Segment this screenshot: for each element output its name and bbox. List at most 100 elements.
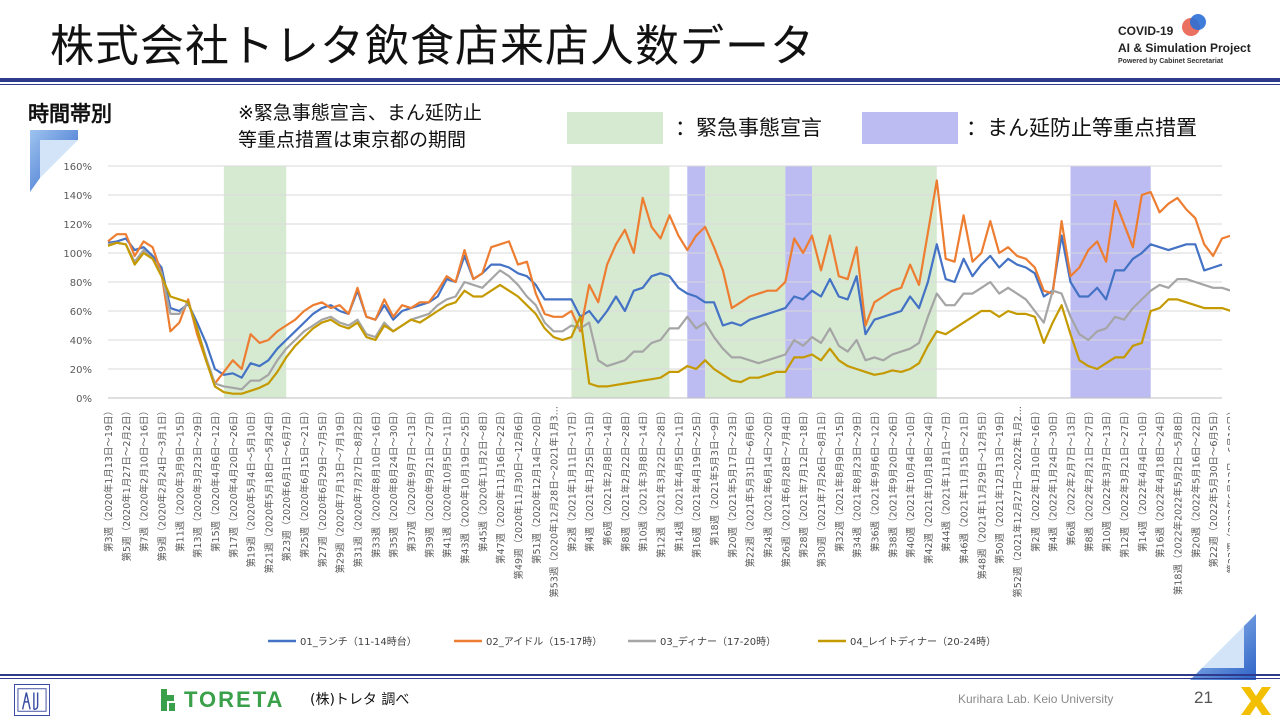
y-tick-label: 40%: [70, 336, 92, 347]
lab-credit: Kurihara Lab. Keio University: [958, 692, 1114, 706]
x-tick-label: 第10週（2022年3月7日～13日）: [1101, 406, 1113, 552]
x-tick-label: 第50週（2021年12月13日～19日）: [994, 406, 1006, 564]
y-grid: [108, 165, 1222, 399]
x-tick-label: 第8週（2021年2月22日～28日）: [620, 406, 632, 552]
x-tick-label: 第34週（2021年8月23日～29日）: [852, 406, 864, 558]
keio-lab-logo: [14, 684, 50, 716]
legend-label: 01_ランチ（11-14時台）: [300, 635, 417, 648]
x-tick-label: 第13週（2020年3月23日～29日）: [192, 406, 204, 558]
toreta-mark-icon: [161, 689, 175, 711]
x-axis-labels: 第3週（2020年1月13日～19日） 第5週（2020年1月27日～2月2日） 第…: [103, 406, 1230, 598]
x-tick-label: 第24週（2021年6月14日～20日）: [762, 406, 774, 558]
page-number: 21: [1194, 688, 1213, 707]
x-tick-label: 第20週（2022年5月16日～22日）: [1190, 406, 1202, 558]
period-note: ※緊急事態宣言、まん延防止 等重点措置は東京都の期間: [238, 100, 482, 154]
x-tick-label: 第6週（2022年2月7日～13日）: [1065, 406, 1077, 546]
x-tick-label: 第16週（2021年4月19日～25日）: [691, 406, 703, 558]
data-source: (株)トレタ 調べ: [310, 692, 410, 708]
visits-line-chart: 0% 20% 40% 60% 80% 100% 120% 140% 160% 第3週（2020年…: [63, 162, 1230, 648]
x-tick-label: 第4週（2022年1月24日～30日）: [1048, 406, 1060, 552]
x-tick-label: 第38週（2021年9月20日～26日）: [887, 406, 899, 558]
legend-label: 03_ディナー（17-20時）: [660, 635, 776, 648]
x-tick-label: 第45週（2020年11月2日～8日）: [477, 406, 489, 552]
y-tick-label: 20%: [70, 365, 92, 376]
y-axis-labels: 0% 20% 40% 60% 80% 100% 120% 140% 160%: [63, 162, 92, 405]
footer-rule-thin: [0, 678, 1280, 679]
x-tick-label: 第12週（2021年3月22日～28日）: [656, 406, 668, 558]
x-tick-label: 第23週（2022年6月13日～6月19日）: [1226, 406, 1230, 574]
x-tick-label: 第27週（2020年6月29日～7月5日）: [317, 406, 329, 568]
x-tick-label: 第48週（2021年11月29日～12月5日）: [976, 406, 988, 580]
x-tick-label: 第41週（2020年10月5日～11日）: [442, 406, 454, 558]
x-tick-label: 第47週（2020年11月16日～22日）: [495, 406, 507, 564]
x-tick-label: 第43週（2020年10月19日～25日）: [459, 406, 471, 564]
x-tick-label: 第14週（2022年4月4日～10日）: [1137, 406, 1149, 552]
x-tick-label: 第33週（2020年8月10日～16日）: [370, 406, 382, 558]
x-tick-label: 第39週（2020年9月21日～27日）: [424, 406, 436, 558]
x-tick-label: 第35週（2020年8月24日～30日）: [388, 406, 400, 558]
section-subtitle: 時間帯別: [28, 102, 112, 126]
footer-rule: [0, 674, 1280, 676]
logo-line-2: AI & Simulation Project: [1118, 41, 1251, 55]
x-tick-label: 第53週（2020年12月28日～2021年1月3…: [549, 406, 561, 598]
x-tick-label: 第21週（2020年5月18日～5月24日）: [263, 406, 275, 574]
y-tick-label: 100%: [63, 249, 92, 260]
corner-decoration-icon: [30, 130, 78, 192]
x-tick-label: 第18週（2022年2022年5月2日～5月8日）: [1172, 406, 1184, 595]
y-tick-label: 0%: [76, 394, 92, 405]
emergency-legend-label: ：緊急事態宣言: [675, 116, 822, 140]
yellow-x-logo-icon: [1241, 687, 1271, 715]
x-tick-label: 第7週（2020年2月10日～16日）: [139, 406, 151, 552]
y-tick-label: 160%: [63, 162, 92, 173]
x-tick-label: 第16週（2022年4月18日～24日）: [1155, 406, 1167, 558]
x-tick-label: 第52週（2021年12月27日～2022年1月2…: [1012, 406, 1024, 598]
covid-project-logo: COVID-19 AI & Simulation Project Powered…: [1118, 14, 1278, 72]
x-tick-label: 第42週（2021年10月18日～24日）: [923, 406, 935, 564]
period-note-line1: ※緊急事態宣言、まん延防止: [238, 102, 482, 124]
x-tick-label: 第19週（2020年5月4日～5月10日）: [246, 406, 258, 568]
x-tick-label: 第22週（2022年5月30日～6月5日）: [1208, 406, 1220, 568]
x-tick-label: 第14週（2021年4月5日～11日）: [673, 406, 685, 552]
x-tick-label: 第4週（2021年1月25日～31日）: [584, 406, 596, 552]
semi-emergency-legend-label: ：まん延防止等重点措置: [966, 116, 1197, 140]
x-tick-label: 第10週（2021年3月8日～14日）: [638, 406, 650, 552]
emergency-legend-swatch: [567, 112, 663, 144]
x-tick-label: 第15週（2020年4月6日～12日）: [210, 406, 222, 552]
legend-label: 02_アイドル（15-17時）: [486, 636, 602, 648]
x-tick-label: 第32週（2021年8月9日～15日）: [834, 406, 846, 552]
x-tick-label: 第5週（2020年1月27日～2月2日）: [121, 406, 133, 561]
x-tick-label: 第11週（2020年3月9日～15日）: [174, 406, 186, 552]
y-tick-label: 140%: [63, 191, 92, 202]
title-rule: [0, 78, 1280, 82]
logo-line-1: COVID-19: [1118, 24, 1174, 38]
x-tick-label: 第49週（2020年11月30日～12月6日）: [513, 406, 525, 580]
series-legend: 01_ランチ（11-14時台） 02_アイドル（15-17時） 03_ディナー（17…: [268, 635, 996, 648]
x-tick-label: 第6週（2021年2月8日～14日）: [602, 406, 614, 546]
x-tick-label: 第2週（2022年1月10日～16日）: [1030, 406, 1042, 552]
corner-decoration-br-icon: [1190, 614, 1256, 680]
x-tick-label: 第29週（2020年7月13日～7月19日）: [335, 406, 347, 574]
x-tick-label: 第12週（2022年3月21日～27日）: [1119, 406, 1131, 558]
x-tick-label: 第26週（2021年6月28日～7月4日）: [780, 406, 792, 568]
y-tick-label: 120%: [63, 220, 92, 231]
x-tick-label: 第46週（2021年11月15日～21日）: [959, 406, 971, 564]
x-tick-label: 第23週（2020年6月1日～6月7日）: [281, 406, 293, 561]
series-line-2: [107, 179, 1230, 385]
semi-emergency-legend-swatch: [862, 112, 958, 144]
x-tick-label: 第22週（2021年5月31日～6月6日）: [745, 406, 757, 568]
x-tick-label: 第44週（2021年11月1日～7日）: [941, 406, 953, 552]
series-line-1: [107, 234, 1223, 379]
series-line-3: [107, 241, 1230, 391]
legend-label: 04_レイトディナー（20-24時）: [850, 635, 996, 648]
x-tick-label: 第37週（2020年9月7日～13日）: [406, 406, 418, 552]
title-rule-thin: [0, 84, 1280, 85]
x-tick-label: 第3週（2020年1月13日～19日）: [103, 406, 115, 552]
y-tick-label: 60%: [70, 307, 92, 318]
x-tick-label: 第31週（2020年7月27日～8月2日）: [353, 406, 365, 568]
x-tick-label: 第25週（2020年6月15日～21日）: [299, 406, 311, 558]
x-tick-label: 第28週（2021年7月12日～18日）: [798, 406, 810, 558]
page-title: 株式会社トレタ飲食店来店人数データ: [50, 21, 815, 72]
toreta-logo: TORETA: [158, 686, 284, 714]
x-tick-label: 第9週（2020年2月24日～3月1日）: [156, 406, 168, 561]
x-tick-label: 第40週（2021年10月4日～10日）: [905, 406, 917, 558]
